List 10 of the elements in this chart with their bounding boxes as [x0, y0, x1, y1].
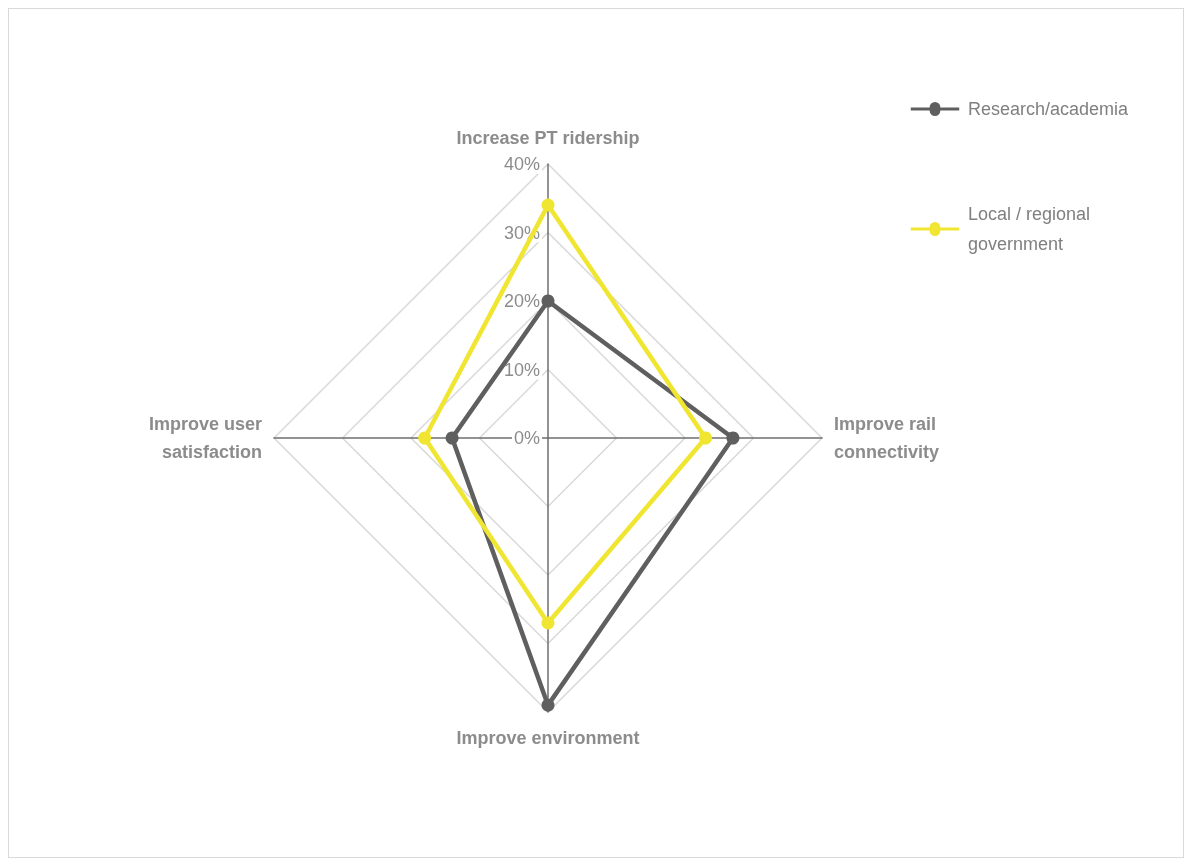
legend-label: Research/academia	[968, 99, 1130, 119]
y-tick-label: 0%	[513, 428, 540, 448]
y-tick-label: 20%	[503, 291, 540, 311]
spoke-label: Improve environment	[456, 728, 640, 748]
y-tick-label: 40%	[503, 154, 540, 174]
spoke-label: Increase PT ridership	[456, 128, 640, 148]
spoke-label: Improve user satisfaction	[148, 414, 262, 462]
legend-label: Local / regional government	[968, 204, 1096, 254]
spoke-label: Improve rail connectivity	[834, 414, 940, 462]
y-tick-label: 10%	[503, 359, 540, 380]
